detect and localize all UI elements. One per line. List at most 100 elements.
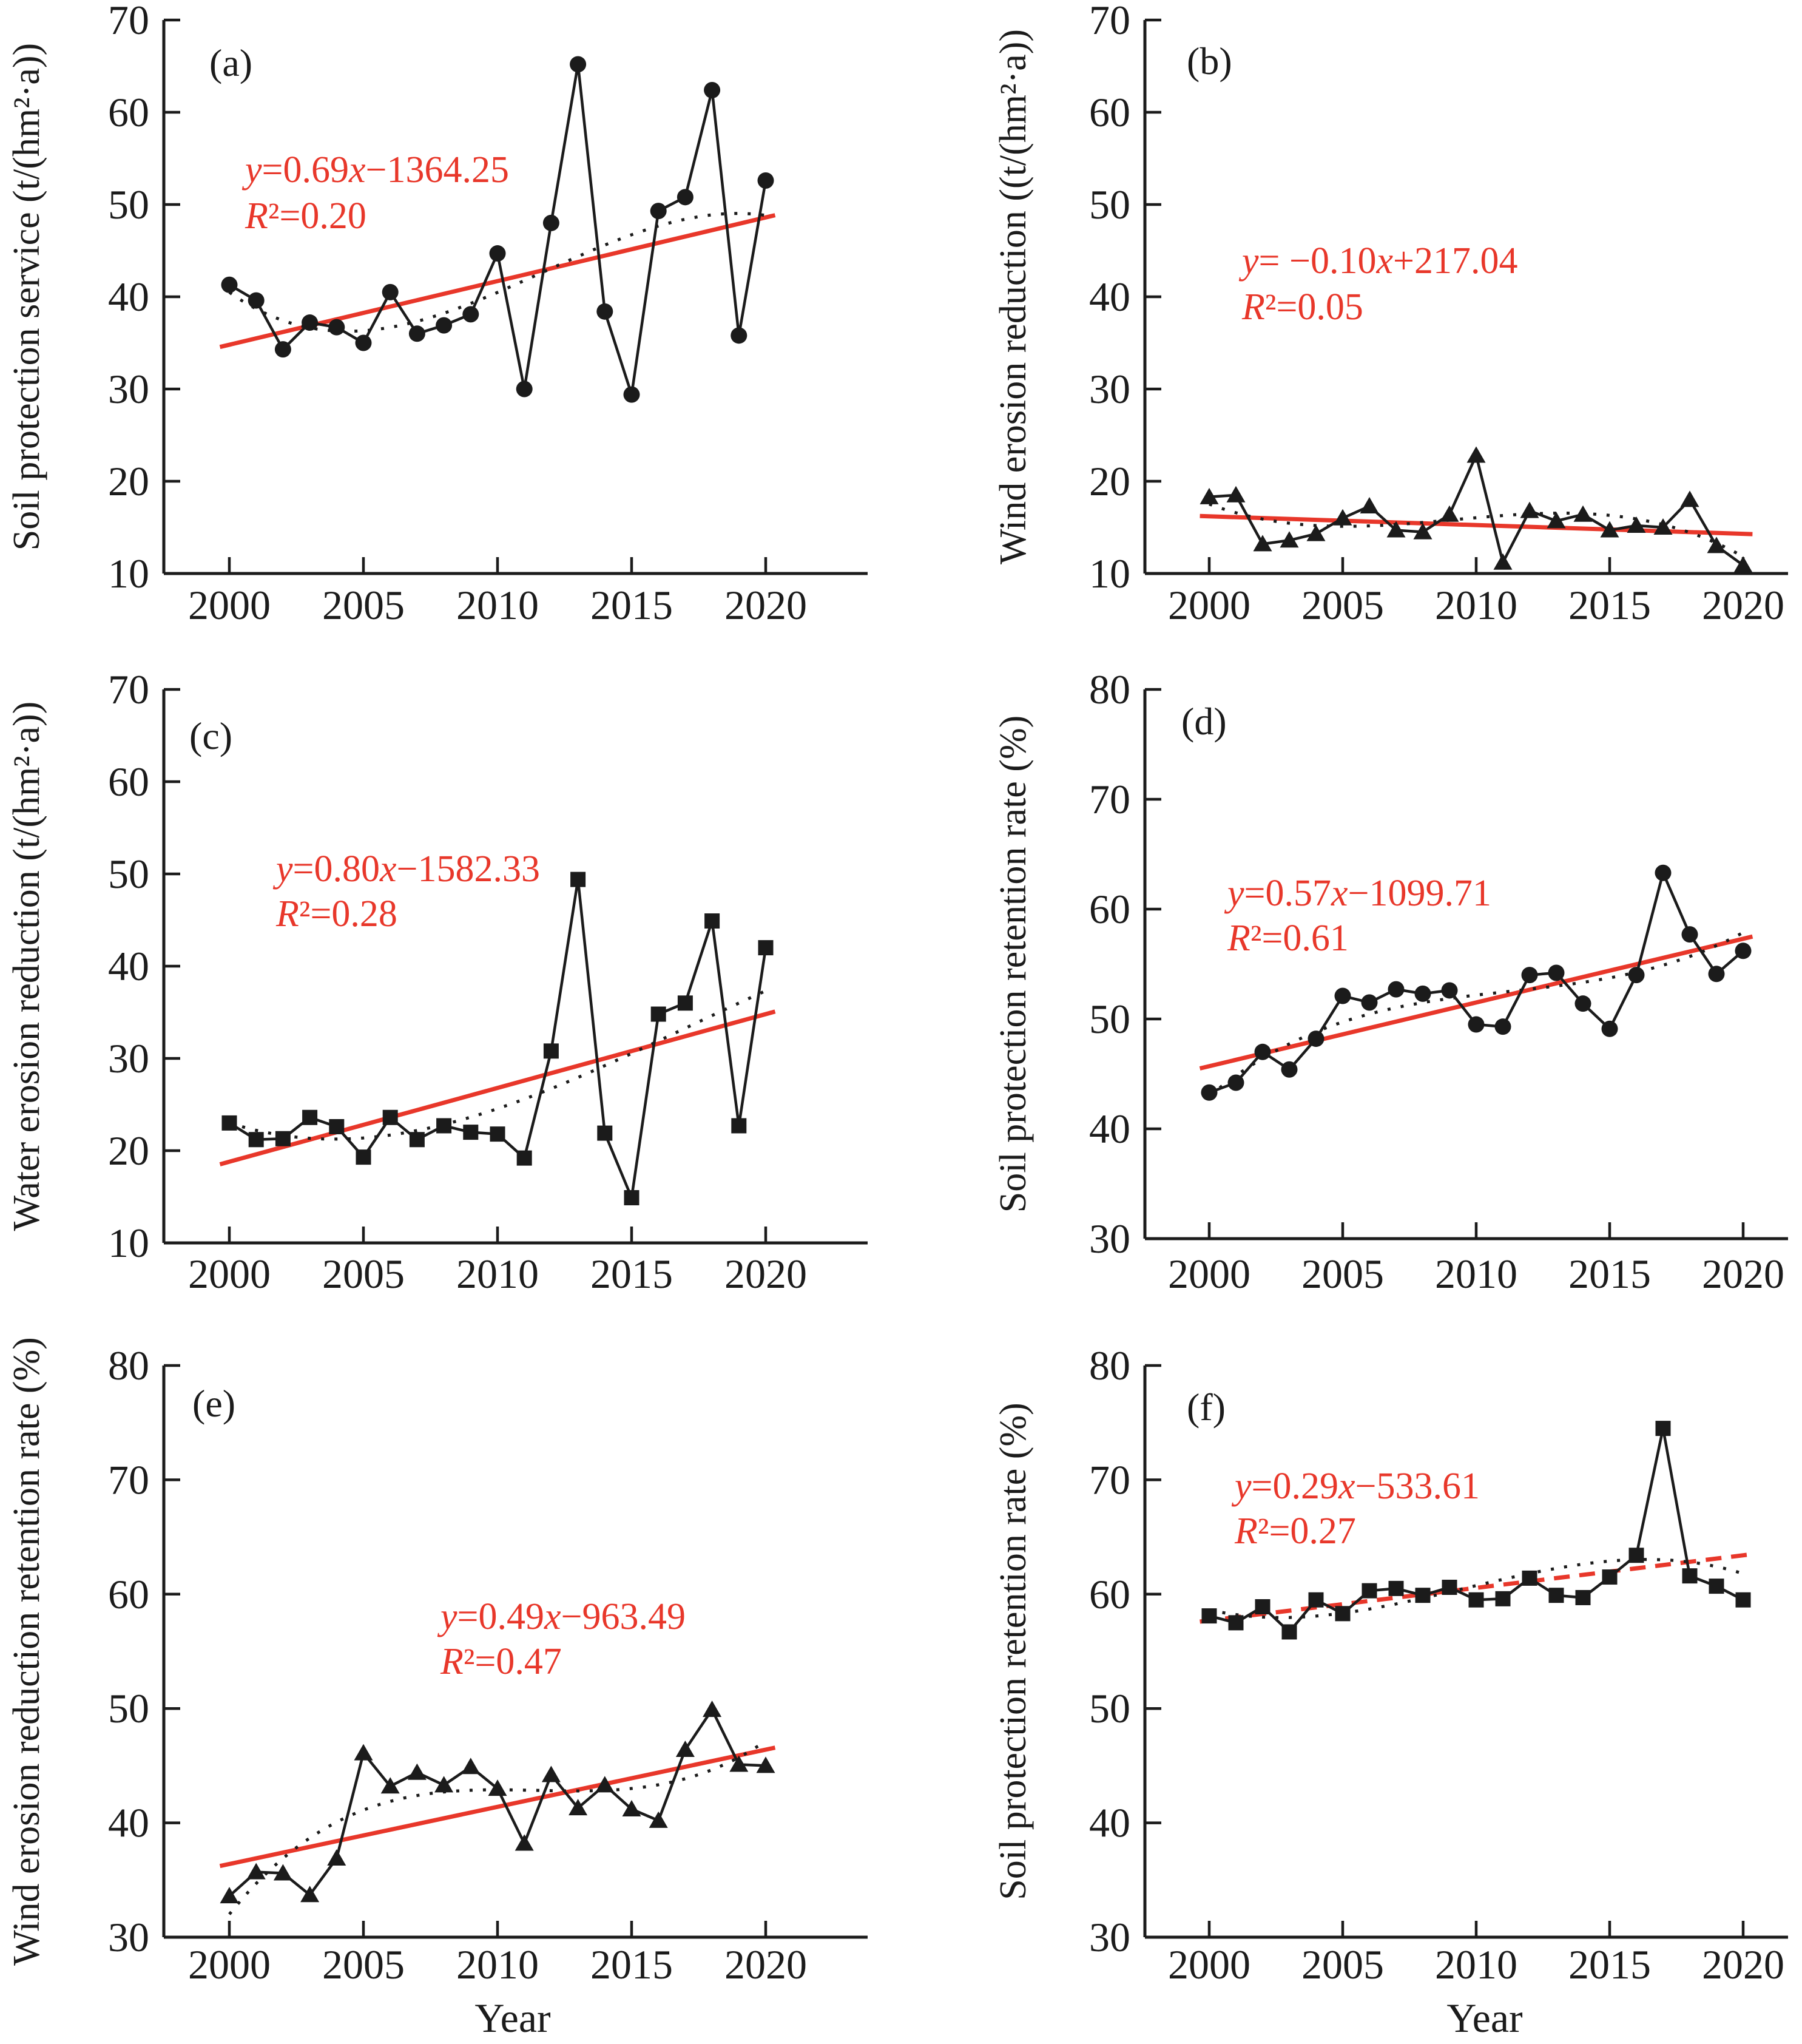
x-tick-label: 2020 <box>724 1251 807 1297</box>
data-markers <box>1201 864 1752 1101</box>
data-point <box>650 1006 666 1022</box>
y-tick-label: 10 <box>108 550 149 597</box>
y-axis: 10 20 30 40 50 60 70 <box>108 666 180 1266</box>
data-point <box>356 1149 371 1165</box>
trend-line <box>219 1009 776 1166</box>
data-point <box>1441 982 1458 999</box>
panel-b-wind-erosion-reduction-chart: Wind erosion reduction ((t/(hm²·a)) 10 20… <box>993 0 1788 628</box>
data-point <box>1200 487 1219 504</box>
data-point <box>623 386 640 403</box>
y-tick-label: 40 <box>1089 1800 1130 1846</box>
panel-a-soil-protection-service-chart: Soil protection service (t/(hm²·a)) 10 20… <box>6 0 868 628</box>
smoothed-trend-line <box>228 212 766 333</box>
fit-equation: y=0.80x−1582.33 <box>272 848 540 890</box>
y-axis: 30 40 50 60 70 80 <box>1089 666 1161 1262</box>
data-point <box>408 325 425 342</box>
data-point <box>355 334 372 351</box>
x-tick-label: 2005 <box>322 582 405 628</box>
x-axis-title: Year <box>1446 1995 1523 2041</box>
data-point <box>1281 1061 1298 1078</box>
data-point <box>542 214 559 231</box>
fit-equation: y=0.29x−533.61 <box>1231 1466 1480 1507</box>
y-tick-label: 20 <box>108 458 149 504</box>
data-point <box>1440 505 1459 522</box>
data-point <box>731 1118 747 1134</box>
x-tick-label: 2005 <box>1301 582 1384 628</box>
data-point <box>1361 994 1378 1011</box>
data-point <box>462 306 479 323</box>
x-tick-label: 2010 <box>456 1251 539 1297</box>
data-markers <box>221 871 774 1206</box>
x-axis: 2000 2005 2010 2015 2020 <box>188 1227 807 1297</box>
data-point <box>1334 987 1351 1004</box>
data-point <box>1627 516 1646 533</box>
data-point <box>1707 536 1726 553</box>
y-tick-label: 70 <box>1089 1457 1130 1503</box>
data-point <box>1362 1583 1377 1599</box>
data-point <box>1280 531 1299 548</box>
data-point <box>327 1849 346 1866</box>
data-point <box>382 283 399 300</box>
y-tick-label: 80 <box>1089 1342 1130 1389</box>
x-axis: 2000 2005 2010 2015 2020 <box>1168 557 1784 628</box>
x-tick-label: 2005 <box>322 1251 405 1297</box>
x-axis: 2000 2005 2010 2015 2020 <box>1168 1921 1784 1988</box>
x-tick-label: 2000 <box>188 1251 271 1297</box>
x-tick-label: 2010 <box>456 582 539 628</box>
data-point <box>1335 1606 1351 1622</box>
data-point <box>436 1118 452 1134</box>
data-point <box>273 1864 292 1881</box>
data-point <box>461 1758 481 1775</box>
data-point <box>1493 553 1513 570</box>
data-point <box>516 1150 532 1166</box>
x-tick-label: 2000 <box>1168 1251 1250 1297</box>
data-point <box>1386 521 1406 538</box>
axes <box>162 20 868 575</box>
x-tick-label: 2015 <box>590 1251 673 1297</box>
data-point <box>274 341 291 358</box>
data-point <box>1415 1588 1431 1603</box>
y-tick-label: 20 <box>108 1128 149 1174</box>
data-point <box>1495 1591 1511 1606</box>
fit-r-squared: R²=0.27 <box>1234 1511 1356 1552</box>
data-point <box>1494 1018 1511 1035</box>
x-axis: 2000 2005 2010 2015 2020 <box>188 1921 807 1988</box>
data-point <box>1520 501 1539 518</box>
data-point <box>677 189 693 206</box>
data-point <box>1573 505 1593 522</box>
data-point <box>650 203 667 220</box>
y-tick-label: 40 <box>1089 1106 1130 1152</box>
data-point <box>675 1741 695 1758</box>
data-point <box>1308 1030 1325 1047</box>
fit-r-squared: R²=0.28 <box>275 893 397 935</box>
data-point <box>516 381 533 398</box>
data-point <box>1600 521 1619 538</box>
fit-equation: y=0.57x−1099.71 <box>1224 873 1491 914</box>
data-point <box>543 1043 559 1059</box>
axes <box>1143 1365 1788 1939</box>
data-markers <box>220 1701 775 1904</box>
data-point <box>1468 1016 1485 1033</box>
y-tick-label: 30 <box>108 1035 149 1081</box>
y-tick-label: 80 <box>1089 666 1130 712</box>
data-point <box>1733 556 1753 573</box>
panel-d-soil-protection-retention-chart: Soil protection retention rate (%) 30 40 5… <box>993 666 1788 1297</box>
data-point <box>382 1109 398 1125</box>
data-point <box>1414 985 1431 1002</box>
data-point <box>328 319 345 336</box>
data-point <box>677 995 693 1011</box>
data-markers <box>221 56 774 403</box>
x-tick-label: 2000 <box>188 1941 271 1988</box>
data-point <box>569 1799 588 1816</box>
data-point <box>1468 1592 1484 1608</box>
data-point <box>758 940 774 956</box>
data-point <box>1360 497 1379 514</box>
data-point <box>489 245 506 262</box>
data-point <box>757 172 774 189</box>
y-tick-label: 50 <box>108 1685 149 1731</box>
data-point <box>1306 524 1326 541</box>
x-tick-label: 2000 <box>1168 582 1250 628</box>
smoothed-trend-line <box>229 989 767 1141</box>
data-point <box>1254 1043 1271 1060</box>
trend-line <box>1200 1552 1753 1624</box>
